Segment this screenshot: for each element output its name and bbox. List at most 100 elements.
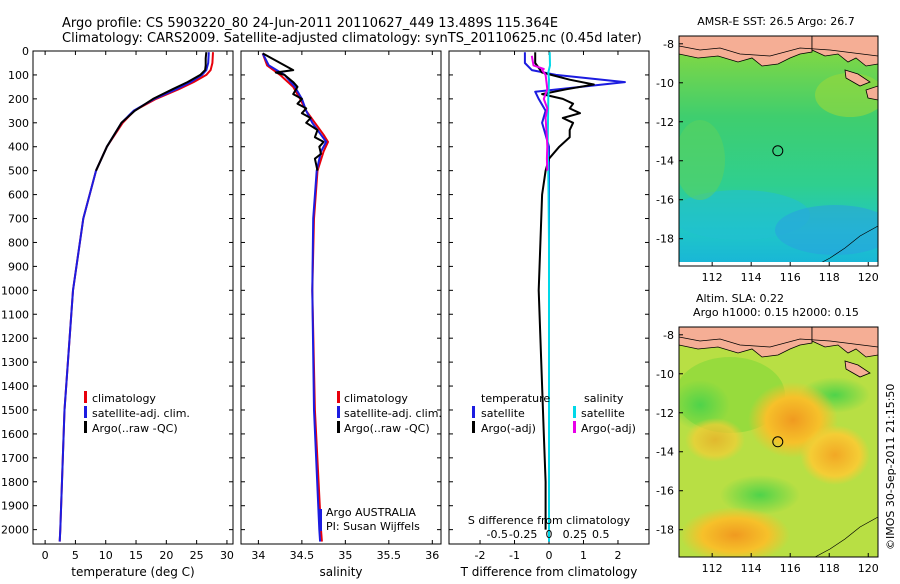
map-x-tick-label: 118 (819, 562, 840, 575)
x-tick-label: -2 (475, 549, 486, 562)
x-tick-label: 30 (220, 549, 234, 562)
argo-annotation-line2: PI: Susan Wijffels (326, 520, 420, 533)
depth-tick-label: 1100 (1, 308, 29, 321)
x-tick-label: 15 (129, 549, 143, 562)
axis-ticks: 0 5 10 15 20 25 30 34 34.5 35 35.5 36 -2 -1 0 1 2 (33, 50, 649, 562)
series-line-salinity-climatology (261, 53, 329, 542)
map-y-tick-label: -8 (663, 38, 674, 51)
legend-label-climatology: climatology (92, 392, 156, 405)
sla-green-patch (720, 475, 800, 515)
sst-map-bottom-strip (679, 262, 878, 266)
sla-warm-patch (800, 425, 870, 485)
argo-annotation-line1: Argo AUSTRALIA (326, 506, 416, 519)
depth-tick-label: 600 (8, 189, 29, 202)
depth-tick-label: 300 (8, 117, 29, 130)
salinity-xlabel: salinity (319, 565, 362, 579)
legend-label-argo: Argo(..raw -QC) (92, 422, 178, 435)
map-x-tick-label: 114 (741, 271, 762, 284)
argo-annotation-bar (319, 509, 322, 531)
sst-map-ticks: 112 114 116 118 120 -8 -10 -12 -14 -16 -18 (656, 38, 879, 284)
x-tick-label: 0 (546, 549, 553, 562)
x-tick-label: -1 (509, 549, 520, 562)
salinity-legend: climatology satellite-adj. clim. Argo(..… (337, 391, 442, 435)
x-tick-label: 34 (251, 549, 265, 562)
depth-tick-label: 900 (8, 260, 29, 273)
map-y-tick-label: -12 (656, 407, 674, 420)
map-y-tick-label: -12 (656, 116, 674, 129)
depth-tick-label: 1500 (1, 404, 29, 417)
series-line-temperature-climatology (58, 52, 214, 542)
sst-depth-contour (679, 45, 878, 57)
temperature-xlabel: temperature (deg C) (71, 565, 194, 579)
depth-tick-label: 1400 (1, 380, 29, 393)
sst-warm-patch (679, 120, 725, 200)
legend-label-t-satellite: satellite (481, 407, 525, 420)
s-tick-label: 0 (546, 528, 553, 541)
map-x-tick-label: 118 (819, 271, 840, 284)
legend-swatch-argo (337, 421, 340, 433)
x-tick-label: 10 (99, 549, 113, 562)
temperature-axes (32, 50, 234, 545)
series-line-difference-salinity-satellite (546, 52, 551, 542)
salinity-axes (240, 50, 442, 545)
depth-tick-label: 100 (8, 69, 29, 82)
sla-green-patch (679, 380, 730, 430)
depth-tick-label: 1900 (1, 500, 29, 513)
sst-map-axes (678, 35, 879, 267)
sla-map-ticks: 112 114 116 118 120 -8 -10 -12 -14 -16 -18 (656, 329, 879, 575)
map-y-tick-label: -10 (656, 368, 674, 381)
x-tick-label: 25 (190, 549, 204, 562)
depth-tick-label: 1000 (1, 284, 29, 297)
sst-cool-patch (775, 205, 878, 255)
s-tick-label: -0.25 (509, 528, 537, 541)
x-tick-label: 34.5 (290, 549, 315, 562)
sla-warm-patch (685, 418, 745, 462)
sla-argo-location-marker (772, 436, 784, 448)
map-y-tick-label: -18 (656, 524, 674, 537)
map-x-tick-label: 112 (702, 562, 723, 575)
sla-coastline-islands (811, 327, 878, 358)
map-x-tick-label: 120 (858, 271, 879, 284)
legend-label-t-argo: Argo(-adj) (481, 422, 536, 435)
difference-legend: temperature salinity satellite Argo(-adj… (472, 392, 636, 435)
sla-coastline-island (844, 360, 871, 378)
legend-label-climatology: climatology (344, 392, 408, 405)
legend-swatch-argo (84, 421, 87, 433)
map-y-tick-label: -14 (656, 446, 674, 459)
legend-swatch-t-argo (472, 421, 475, 433)
map-y-tick-label: -8 (663, 329, 674, 342)
legend-title-salinity: salinity (584, 392, 624, 405)
legend-swatch-s-satellite (573, 406, 576, 418)
sla-map-field (679, 327, 878, 557)
sst-map-field (679, 36, 878, 266)
series-line-difference-salinity-argo-adj- (530, 55, 549, 171)
depth-tick-label: 2000 (1, 524, 29, 537)
map-x-tick-label: 116 (780, 271, 801, 284)
difference-xlabel: T difference from climatology (460, 565, 638, 579)
depth-tick-label: 400 (8, 141, 29, 154)
s-difference-ticks: -0.5 -0.25 0 0.25 0.5 (487, 528, 610, 541)
legend-swatch-satellite (337, 406, 340, 418)
legend-swatch-climatology (84, 391, 87, 403)
series-line-salinity-satellite-adj-clim- (261, 52, 328, 542)
header-line1: Argo profile: CS 5903220_80 24-Jun-2011 … (62, 16, 558, 31)
legend-swatch-s-argo (573, 421, 576, 433)
map-y-tick-label: -10 (656, 77, 674, 90)
legend-label-s-satellite: satellite (581, 407, 625, 420)
legend-label-satellite: satellite-adj. clim. (92, 407, 190, 420)
imos-credit: ©IMOS 30-Sep-2011 21:15:50 (884, 384, 897, 550)
difference-xlabel-top: S difference from climatology (468, 514, 631, 527)
depth-tick-label: 700 (8, 213, 29, 226)
sla-depth-contour (814, 516, 878, 557)
sla-warm-patch (680, 507, 790, 557)
s-tick-label: 0.5 (592, 528, 610, 541)
sst-depth-contour (814, 225, 878, 266)
map-y-tick-label: -16 (656, 485, 674, 498)
x-tick-label: 35 (338, 549, 352, 562)
sla-map-axes (678, 326, 879, 558)
depth-tick-label: 500 (8, 165, 29, 178)
map-y-tick-label: -18 (656, 233, 674, 246)
sst-coastline-islands (811, 36, 878, 67)
legend-label-argo: Argo(..raw -QC) (344, 422, 430, 435)
